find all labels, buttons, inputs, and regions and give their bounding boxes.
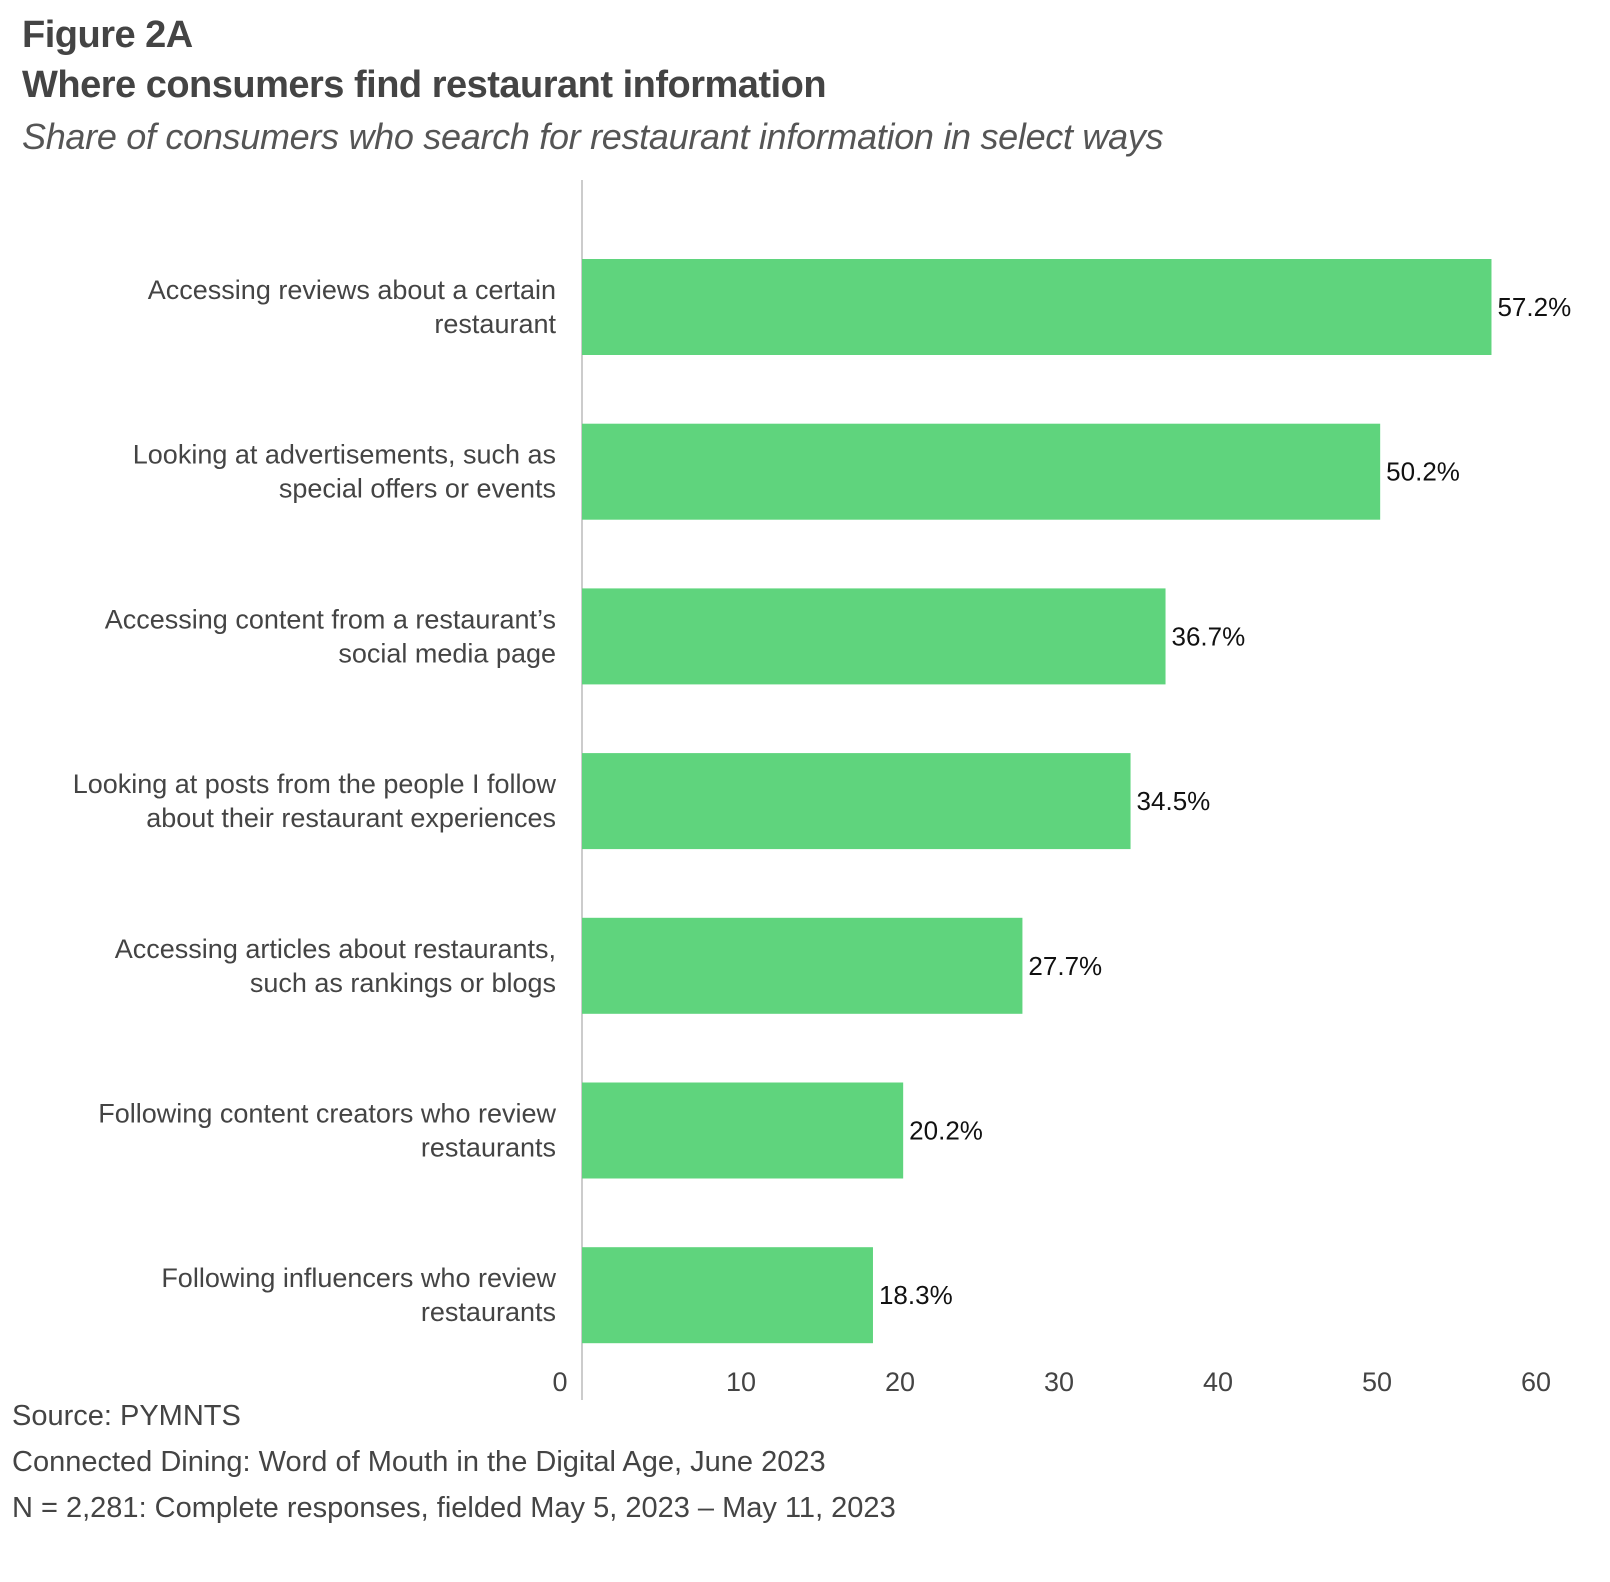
x-tick-label: 20	[885, 1367, 915, 1397]
bar-6	[582, 1082, 904, 1179]
bar-7	[582, 1247, 873, 1344]
chart-title: Where consumers find restaurant informat…	[22, 64, 827, 106]
bar-value-label: 27.7%	[1028, 951, 1102, 981]
category-label: restaurant	[434, 309, 556, 339]
bar-value-label: 20.2%	[909, 1116, 983, 1146]
sample-note: N = 2,281: Complete responses, fielded M…	[12, 1492, 896, 1524]
x-tick-label: 40	[1203, 1367, 1233, 1397]
bar-value-label: 18.3%	[879, 1280, 953, 1310]
category-label: Looking at posts from the people I follo…	[73, 769, 557, 799]
category-label: Accessing articles about restaurants,	[115, 934, 556, 964]
bar-5	[582, 917, 1023, 1014]
bar-chart: 57.2% Accessing reviews about a certain re…	[73, 180, 1571, 1400]
category-label: Looking at advertisements, such as	[133, 440, 556, 470]
bar-3	[582, 588, 1166, 685]
category-label: Accessing reviews about a certain	[148, 275, 556, 305]
bar-2	[582, 423, 1381, 520]
category-label: Accessing content from a restaurant’s	[105, 604, 556, 634]
x-tick-label: 60	[1521, 1367, 1551, 1397]
bar-value-label: 34.5%	[1137, 786, 1211, 816]
bars-group: 57.2% Accessing reviews about a certain re…	[73, 259, 1571, 1344]
x-tick-label: 30	[1044, 1367, 1074, 1397]
category-label: Following content creators who review	[98, 1099, 556, 1129]
x-tick-label: 0	[552, 1367, 567, 1397]
chart-subtitle: Share of consumers who search for restau…	[22, 116, 1164, 157]
x-axis-ticks: 0 10 20 30 40 50 60	[552, 1367, 1551, 1397]
category-label: restaurants	[421, 1297, 556, 1327]
category-label: such as rankings or blogs	[250, 968, 556, 998]
x-tick-label: 10	[726, 1367, 756, 1397]
category-label: social media page	[338, 638, 556, 668]
category-label: special offers or events	[279, 474, 556, 504]
bar-value-label: 36.7%	[1172, 621, 1246, 651]
bar-1	[582, 259, 1492, 355]
bar-4	[582, 753, 1131, 850]
bar-value-label: 57.2%	[1497, 292, 1571, 322]
source-note: Source: PYMNTS	[12, 1400, 241, 1432]
category-label: restaurants	[421, 1133, 556, 1163]
report-note: Connected Dining: Word of Mouth in the D…	[12, 1446, 826, 1478]
x-tick-label: 50	[1362, 1367, 1392, 1397]
figure-label: Figure 2A	[22, 14, 193, 56]
category-label: Following influencers who review	[161, 1263, 556, 1293]
category-label: about their restaurant experiences	[146, 803, 556, 833]
bar-value-label: 50.2%	[1386, 457, 1460, 487]
